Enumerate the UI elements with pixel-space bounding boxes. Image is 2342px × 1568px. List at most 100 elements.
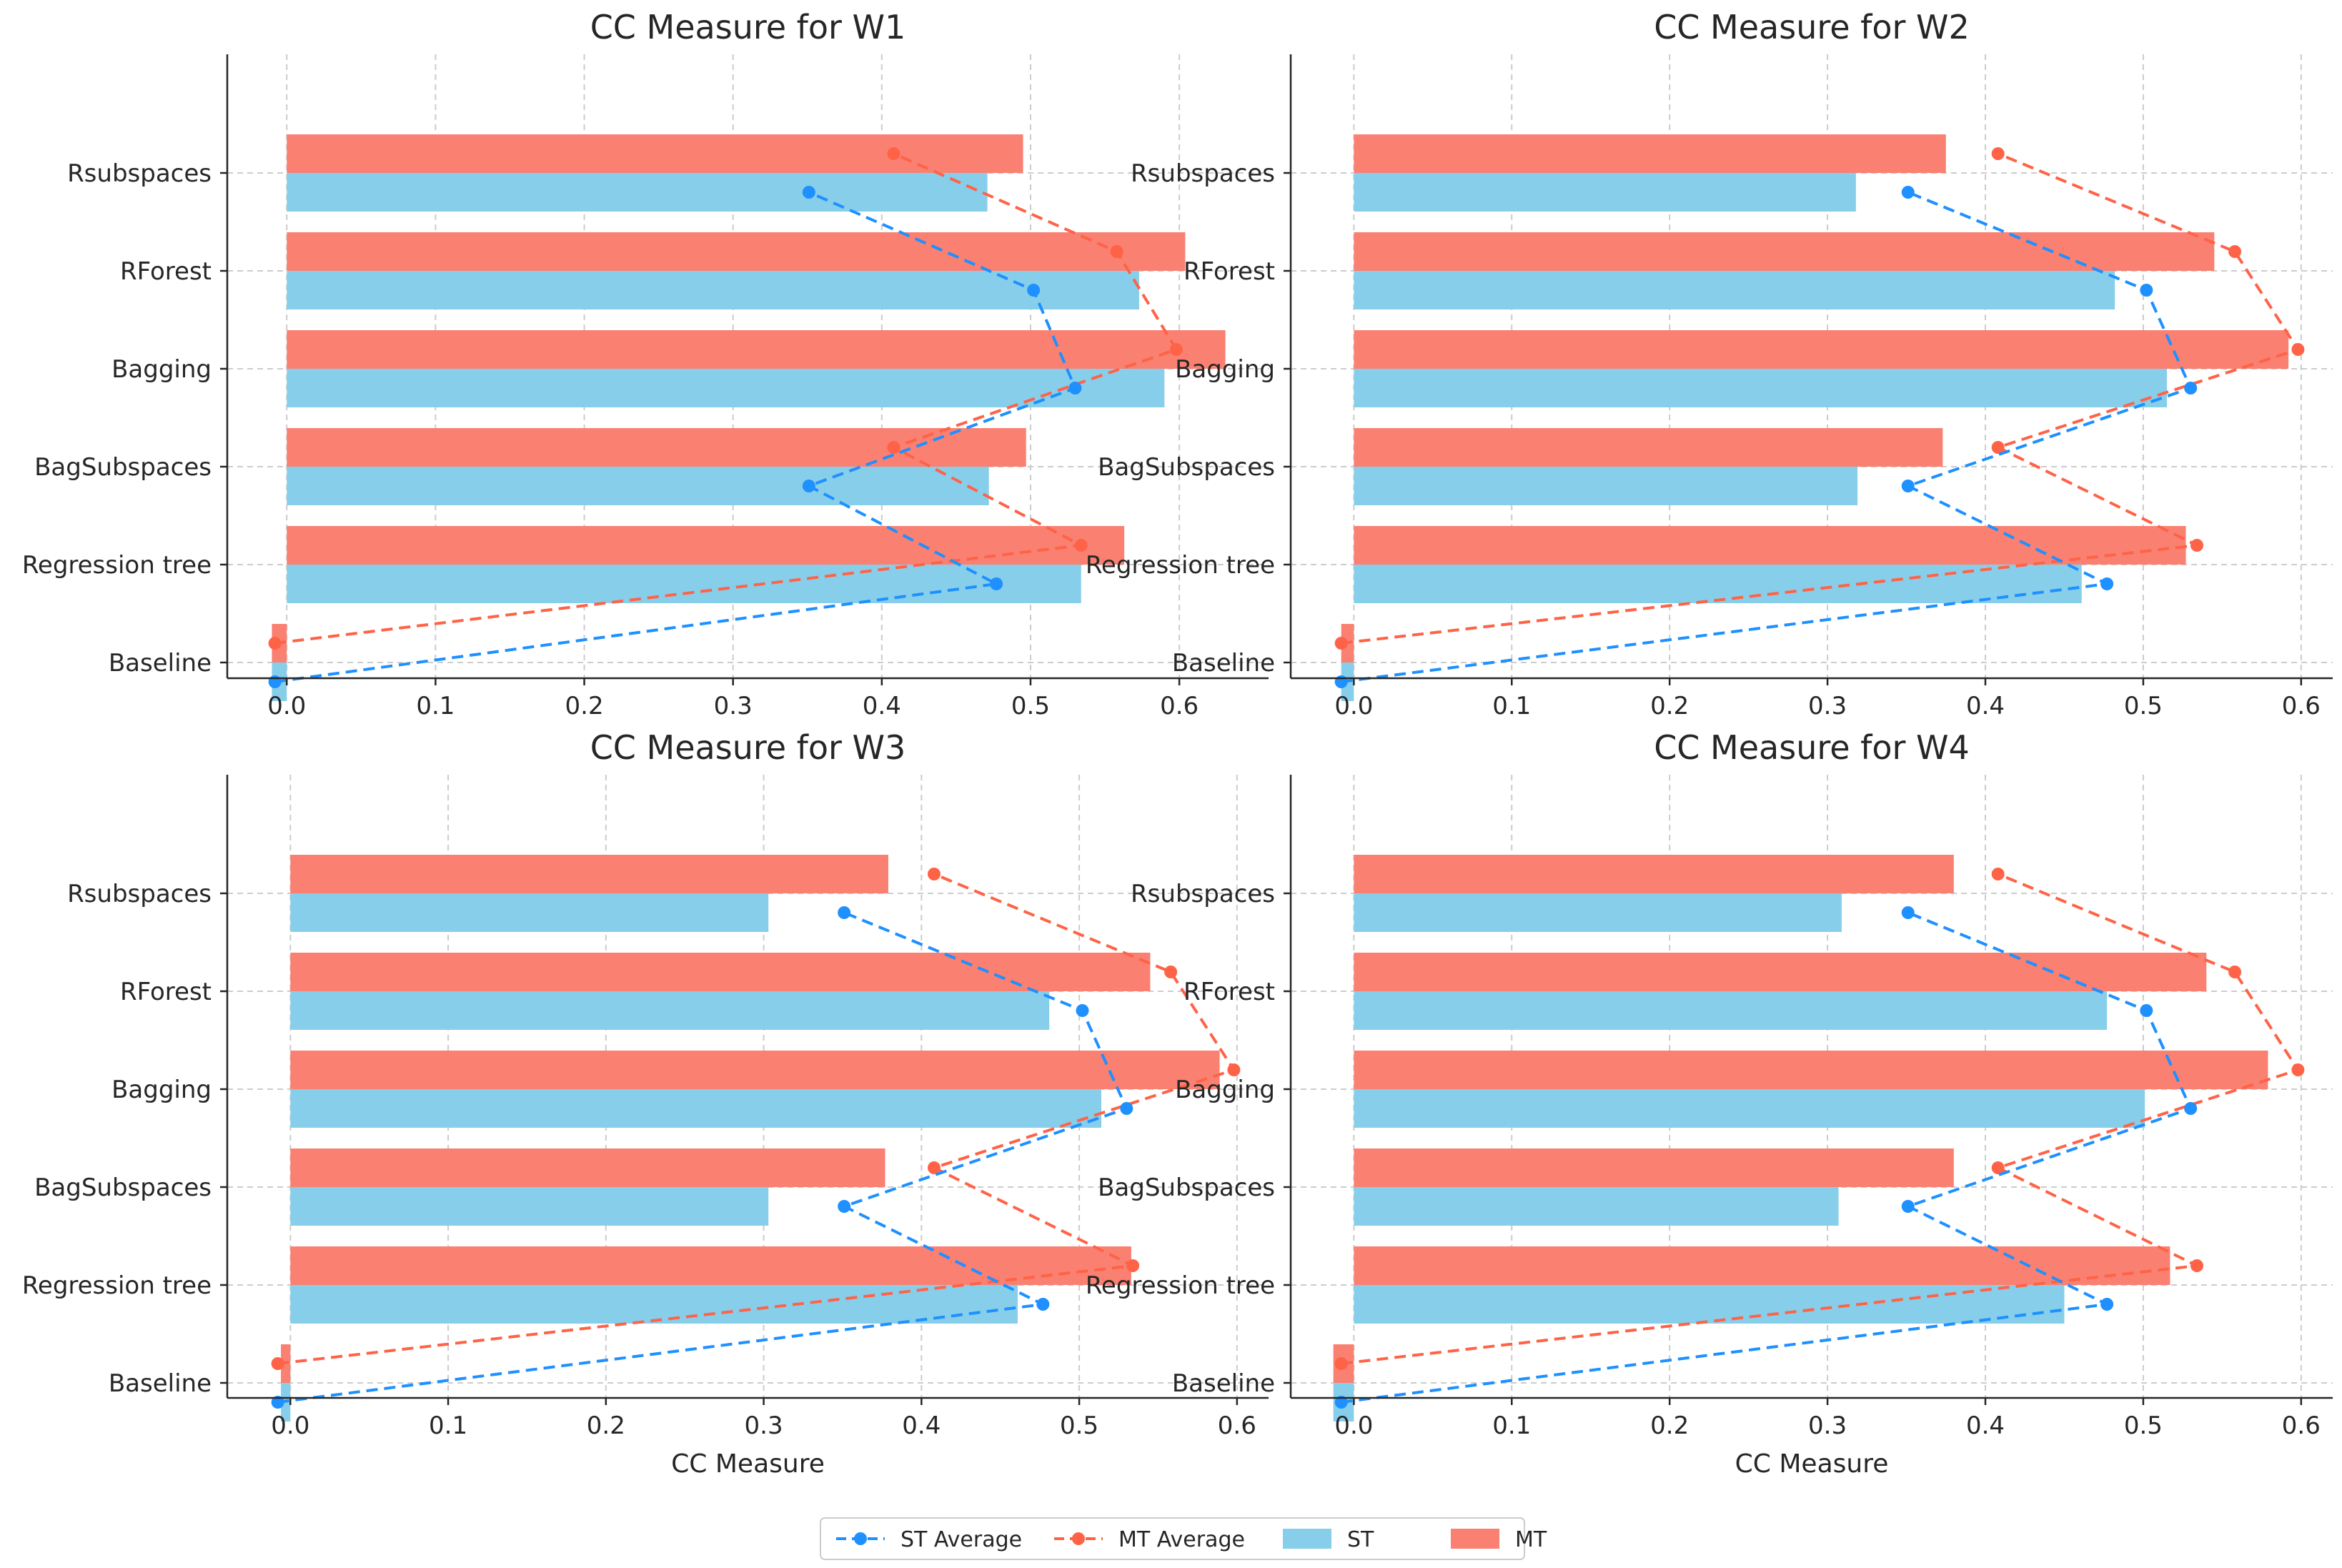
- x-tick-label: 0.1: [416, 692, 455, 720]
- point-mt-average-rforest: [2228, 966, 2242, 978]
- point-mt-average-regression-tree: [1074, 539, 1088, 552]
- y-tick-label: BagSubspaces: [1098, 1173, 1275, 1202]
- bar-mt-bagging: [1354, 330, 2289, 369]
- bar-mt-rforest: [1354, 232, 2215, 271]
- y-tick-label: Rsubspaces: [1131, 880, 1275, 908]
- bar-mt-bagsubspaces: [290, 1148, 885, 1187]
- legend-label-mt-average: MT Average: [1118, 1527, 1245, 1552]
- x-tick-label: 0.2: [1650, 692, 1689, 720]
- x-tick-label: 0.2: [1650, 1411, 1689, 1440]
- point-mt-average-rsubspaces: [1991, 868, 2005, 880]
- bar-st-regression-tree: [1354, 1285, 2065, 1324]
- point-st-average-regression-tree: [2100, 1298, 2114, 1311]
- x-tick-label: 0.3: [1808, 692, 1847, 720]
- legend-label-st: ST: [1347, 1527, 1374, 1552]
- bar-st-bagging: [287, 369, 1165, 407]
- bar-st-rforest: [290, 991, 1050, 1030]
- point-mt-average-rforest: [1110, 245, 1123, 258]
- point-st-average-rsubspaces: [838, 906, 851, 919]
- bar-st-regression-tree: [1354, 565, 2082, 603]
- bar-mt-rforest: [1354, 953, 2207, 991]
- bar-st-rforest: [1354, 991, 2108, 1030]
- y-tick-label: Baseline: [1172, 1369, 1275, 1398]
- point-st-average-bagging: [2184, 1102, 2198, 1115]
- bar-mt-rforest: [290, 953, 1151, 991]
- bar-st-bagsubspaces: [1354, 1187, 1839, 1226]
- bar-st-bagging: [1354, 1089, 2145, 1128]
- x-tick-label: 0.5: [2124, 1411, 2163, 1440]
- point-mt-average-bagging: [2291, 343, 2305, 356]
- point-mt-average-bagging: [2291, 1063, 2305, 1076]
- point-mt-average-rforest: [2228, 245, 2242, 258]
- point-st-average-bagging: [2184, 382, 2198, 395]
- point-st-average-baseline: [1334, 1396, 1348, 1409]
- point-st-average-bagsubspaces: [1901, 480, 1915, 492]
- x-tick-label: 0.5: [1011, 692, 1050, 720]
- point-st-average-regression-tree: [1036, 1298, 1050, 1311]
- point-mt-average-bagsubspaces: [1991, 441, 2005, 454]
- x-tick-label: 0.6: [1218, 1411, 1256, 1440]
- chart-panels: 0.0 0.1 0.2 0.3 0.4 0.5 0.6 Baseline Regression …: [22, 8, 2333, 1479]
- y-tick-label: Regression tree: [22, 551, 212, 580]
- x-axis-label: CC Measure: [1735, 1449, 1889, 1479]
- y-tick-label: RForest: [1184, 978, 1275, 1006]
- bar-mt-rsubspaces: [287, 134, 1023, 173]
- bar-st-rsubspaces: [1354, 173, 1856, 212]
- panel-1: 0.0 0.1 0.2 0.3 0.4 0.5 0.6 Baseline Regression …: [22, 8, 1269, 720]
- chart-title: CC Measure for W1: [590, 8, 906, 46]
- x-tick-label: 0.6: [2282, 692, 2321, 720]
- x-tick-label: 0.6: [1160, 692, 1199, 720]
- bar-st-bagsubspaces: [287, 467, 989, 505]
- y-tick-label: RForest: [120, 978, 212, 1006]
- bar-st-rsubspaces: [1354, 893, 1842, 932]
- point-st-average-rsubspaces: [1901, 186, 1915, 199]
- point-mt-average-regression-tree: [2190, 1259, 2204, 1272]
- bar-st-bagging: [290, 1089, 1101, 1128]
- point-mt-average-regression-tree: [1126, 1259, 1140, 1272]
- line-mt-average: [277, 873, 1236, 1365]
- bar-mt-regression-tree: [1354, 1246, 2170, 1285]
- bar-mt-rsubspaces: [1354, 134, 1946, 173]
- point-mt-average-baseline: [1334, 1357, 1348, 1370]
- bar-mt-bagging: [1354, 1051, 2268, 1089]
- y-tick-label: Bagging: [1175, 355, 1275, 384]
- y-tick-label: Regression tree: [1086, 551, 1275, 580]
- point-st-average-baseline: [268, 675, 282, 688]
- bar-mt-regression-tree: [1354, 526, 2186, 565]
- point-st-average-rforest: [2140, 284, 2153, 297]
- bar-st-bagsubspaces: [290, 1187, 769, 1226]
- point-mt-average-bagging: [1227, 1063, 1241, 1076]
- y-tick-label: BagSubspaces: [34, 453, 212, 482]
- bar-mt-rforest: [287, 232, 1186, 271]
- x-tick-label: 0.0: [1334, 692, 1373, 720]
- x-tick-label: 0.4: [863, 692, 901, 720]
- bar-mt-bagging: [287, 330, 1226, 369]
- x-tick-label: 0.5: [1060, 1411, 1098, 1440]
- y-tick-label: Regression tree: [22, 1271, 212, 1300]
- legend-box: [820, 1517, 1525, 1560]
- point-mt-average-baseline: [1334, 637, 1348, 650]
- x-tick-label: 0.3: [1808, 1411, 1847, 1440]
- point-st-average-baseline: [1334, 675, 1348, 688]
- x-tick-label: 0.0: [1334, 1411, 1373, 1440]
- y-tick-label: BagSubspaces: [1098, 453, 1275, 482]
- chart-title: CC Measure for W3: [590, 728, 906, 767]
- x-tick-label: 0.0: [267, 692, 306, 720]
- y-tick-label: Rsubspaces: [67, 880, 212, 908]
- line-mt-average: [1341, 873, 2301, 1365]
- y-tick-label: Regression tree: [1086, 1271, 1275, 1300]
- x-tick-label: 0.4: [1966, 1411, 2005, 1440]
- x-tick-label: 0.1: [1492, 1411, 1531, 1440]
- bar-mt-bagsubspaces: [1354, 1148, 1954, 1187]
- point-mt-average-bagsubspaces: [927, 1161, 941, 1174]
- line-st-average: [1341, 191, 2193, 683]
- point-mt-average-bagsubspaces: [1991, 1161, 2005, 1174]
- bar-st-regression-tree: [290, 1285, 1018, 1324]
- panel-4: 0.0 0.1 0.2 0.3 0.4 0.5 0.6 Baseline Regression …: [1086, 728, 2333, 1479]
- bar-mt-bagsubspaces: [287, 428, 1026, 467]
- bar-st-bagging: [1354, 369, 2168, 407]
- bar-st-rsubspaces: [290, 893, 769, 932]
- line-mt-average: [1341, 152, 2301, 645]
- x-tick-label: 0.0: [271, 1411, 309, 1440]
